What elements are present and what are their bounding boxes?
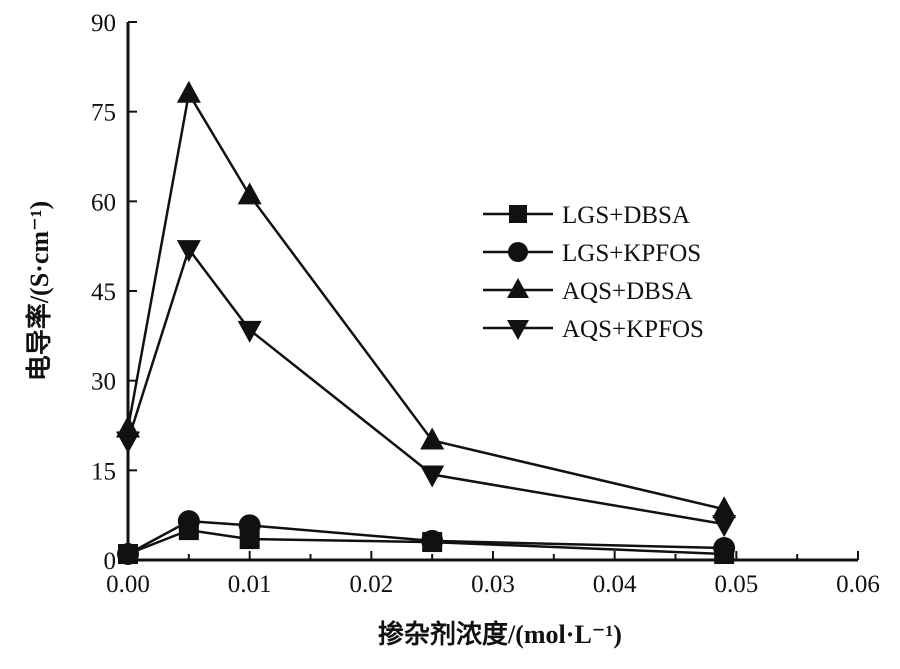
x-tick-label: 0.02 (349, 571, 393, 598)
circle-marker (713, 537, 736, 560)
y-tick-label: 75 (91, 100, 116, 127)
triangle-down-marker (712, 515, 737, 538)
y-axis-label: 电导率/(S·cm⁻¹) (24, 201, 54, 381)
triangle-down-marker (176, 240, 201, 263)
triangle-down-marker (237, 320, 262, 343)
circle-marker (117, 543, 139, 566)
x-tick-label: 0.01 (228, 571, 272, 598)
circle-marker (421, 529, 444, 552)
series-group (116, 80, 737, 566)
x-tick-label: 0.00 (106, 571, 150, 598)
y-tick-label: 0 (104, 548, 117, 575)
legend-label: AQS+DBSA (562, 278, 693, 305)
x-tick-label: 0.03 (471, 571, 515, 598)
triangle-up-marker (712, 496, 737, 519)
legend-item: AQS+DBSA (483, 278, 693, 305)
legend-item: AQS+KPFOS (483, 316, 704, 343)
legend-label: LGS+KPFOS (562, 240, 701, 267)
triangle-up-marker (237, 182, 262, 205)
circle-marker (508, 242, 528, 262)
square-marker (509, 205, 527, 223)
triangle-down-marker (116, 431, 140, 454)
triangle-up-marker (176, 80, 201, 103)
legend: LGS+DBSA LGS+KPFOS AQS+DBSA AQS+KPFOS (483, 202, 704, 343)
x-tick-label: 0.06 (836, 571, 880, 598)
circle-marker (238, 514, 261, 537)
y-tick-label: 45 (91, 279, 116, 306)
legend-label: AQS+KPFOS (562, 316, 704, 343)
triangle-down-marker (507, 320, 529, 340)
y-tick-label: 30 (91, 369, 116, 396)
x-axis-label: 掺杂剂浓度/(mol·L⁻¹) (378, 619, 622, 649)
series-aqs-kpfos (116, 240, 737, 538)
series-lgs-kpfos (117, 510, 736, 566)
legend-label: LGS+DBSA (562, 202, 690, 229)
y-tick-label: 60 (91, 189, 116, 216)
legend-item: LGS+KPFOS (483, 240, 701, 267)
x-tick-label: 0.04 (593, 571, 637, 598)
x-tick-label: 0.05 (714, 571, 758, 598)
circle-marker (177, 510, 200, 533)
triangle-down-marker (420, 465, 445, 488)
y-tick-label: 15 (91, 458, 116, 485)
legend-item: LGS+DBSA (483, 202, 690, 229)
triangle-up-marker (420, 427, 445, 450)
y-tick-label: 90 (91, 10, 116, 37)
triangle-up-marker (507, 278, 529, 298)
axes: 0.00 0.01 0.02 0.03 0.04 0.05 0.06 0 15 30 45 60 75 9… (91, 10, 880, 598)
